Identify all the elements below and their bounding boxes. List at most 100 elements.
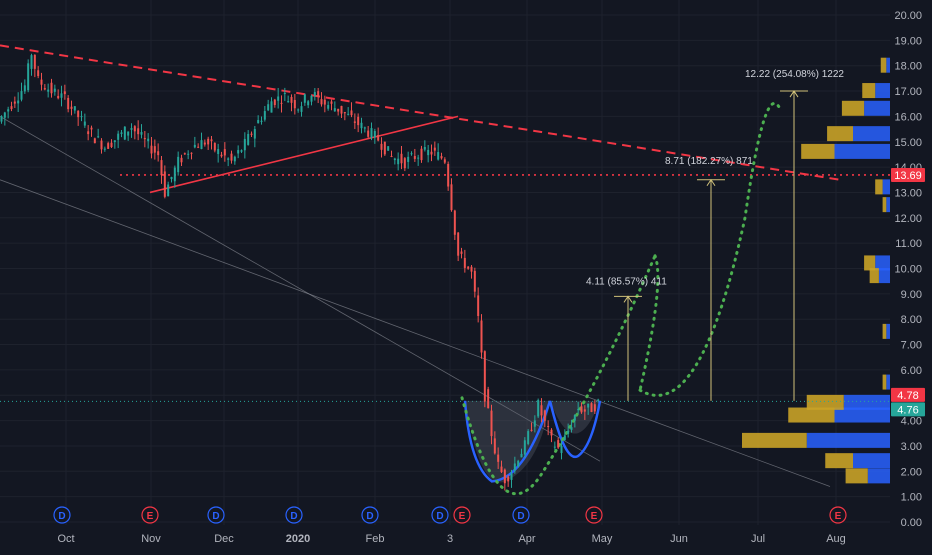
candle-body: [460, 251, 463, 254]
volume-bar-down: [742, 432, 807, 448]
dividend-marker[interactable]: D: [512, 506, 530, 524]
price-axis[interactable]: 20.0019.0018.0017.0016.0015.0014.0013.00…: [894, 10, 922, 529]
candle-body: [553, 446, 556, 448]
candle-body: [113, 140, 116, 143]
candle-body: [520, 453, 523, 458]
candle-body: [573, 415, 576, 421]
candle-body: [473, 270, 476, 292]
time-tick-label: May: [592, 533, 613, 545]
price-tick-label: 12.00: [894, 213, 922, 225]
candle-body: [3, 112, 6, 118]
candle-body: [80, 116, 83, 118]
marker-label: E: [591, 511, 598, 522]
price-badge-text: 4.78: [897, 390, 918, 402]
earnings-marker[interactable]: E: [585, 506, 603, 524]
candle-body: [240, 150, 243, 152]
volume-bar-up: [806, 432, 890, 448]
handle-curve: [548, 400, 602, 459]
candle-body: [60, 93, 63, 98]
volume-bar-down: [841, 100, 865, 116]
candle-body: [40, 79, 43, 85]
price-badge: [891, 387, 925, 402]
candle-body: [163, 171, 166, 197]
candle-body: [493, 438, 496, 454]
marker-circle: [361, 506, 379, 524]
candle-body: [567, 430, 570, 434]
marker-label: D: [436, 511, 443, 522]
candle-body: [487, 389, 490, 409]
candle-body: [130, 128, 133, 130]
candle-body: [463, 257, 466, 268]
time-axis[interactable]: Oct Nov Dec 2020 Feb 3 Apr May Jun Jul Aug: [57, 533, 845, 545]
candle-body: [410, 153, 413, 155]
time-tick-label: Dec: [214, 533, 234, 545]
candle-body: [307, 101, 310, 106]
candle-body: [73, 106, 76, 111]
marker-circle: [453, 506, 471, 524]
dividend-marker[interactable]: D: [285, 506, 303, 524]
candle-body: [533, 420, 536, 427]
candle-body: [540, 405, 543, 416]
candle-body: [467, 266, 470, 269]
dividend-marker[interactable]: D: [431, 506, 449, 524]
volume-bar-up: [834, 407, 890, 423]
candle-body: [217, 149, 220, 154]
candle-body: [547, 425, 550, 427]
price-badge: [891, 167, 925, 182]
candle-body: [497, 454, 500, 462]
candle-body: [263, 111, 266, 120]
volume-bar-up: [875, 255, 890, 271]
marker-label: E: [459, 511, 466, 522]
annotations: 12.22 (254.08%) 1222 8.71 (182.27%) 871 4.…: [586, 69, 844, 287]
candle-body: [183, 153, 186, 155]
volume-bar-down: [882, 197, 887, 213]
projection-path-2: [638, 254, 660, 392]
volume-bar-up: [864, 100, 890, 116]
volume-bar-up: [886, 57, 890, 73]
candle-body: [273, 99, 276, 105]
candle-body: [43, 88, 46, 90]
earnings-marker[interactable]: E: [141, 506, 159, 524]
candle-body: [53, 88, 56, 92]
earnings-marker[interactable]: E: [453, 506, 471, 524]
dividend-marker[interactable]: D: [207, 506, 225, 524]
candle-body: [550, 429, 553, 436]
candle-body: [33, 54, 36, 69]
marker-label: D: [290, 511, 297, 522]
candle-body: [120, 132, 123, 134]
volume-bar-up: [843, 394, 890, 410]
candle-body: [137, 128, 140, 135]
candle-body: [310, 95, 313, 102]
volume-bar-up: [853, 453, 890, 469]
candle-body: [417, 157, 420, 159]
marker-label: D: [212, 511, 219, 522]
volume-bar-down: [825, 453, 853, 469]
volume-bar-down: [875, 179, 883, 195]
earnings-marker[interactable]: E: [829, 506, 847, 524]
price-tick-label: 17.00: [894, 86, 922, 98]
candle-body: [63, 91, 66, 95]
candle-body: [530, 429, 533, 431]
candle-body: [527, 431, 530, 444]
candle-body: [207, 138, 210, 145]
candle-body: [570, 427, 573, 430]
drawings: [0, 44, 890, 496]
price-badge: [891, 402, 925, 417]
time-tick-label: Oct: [57, 533, 74, 545]
candle-body: [407, 156, 410, 162]
time-tick-label: Apr: [518, 533, 535, 545]
dividend-marker[interactable]: D: [361, 506, 379, 524]
candle-body: [50, 82, 53, 94]
candle-body: [23, 85, 26, 92]
candle-body: [150, 145, 153, 154]
candle-body: [223, 149, 226, 156]
candle-body: [370, 128, 373, 138]
dividend-marker[interactable]: D: [53, 506, 71, 524]
trendline-red-solid: [149, 115, 459, 194]
price-tick-label: 0.00: [901, 517, 922, 529]
measure-label: 4.11 (85.57%) 411: [586, 276, 667, 287]
marker-circle: [53, 506, 71, 524]
